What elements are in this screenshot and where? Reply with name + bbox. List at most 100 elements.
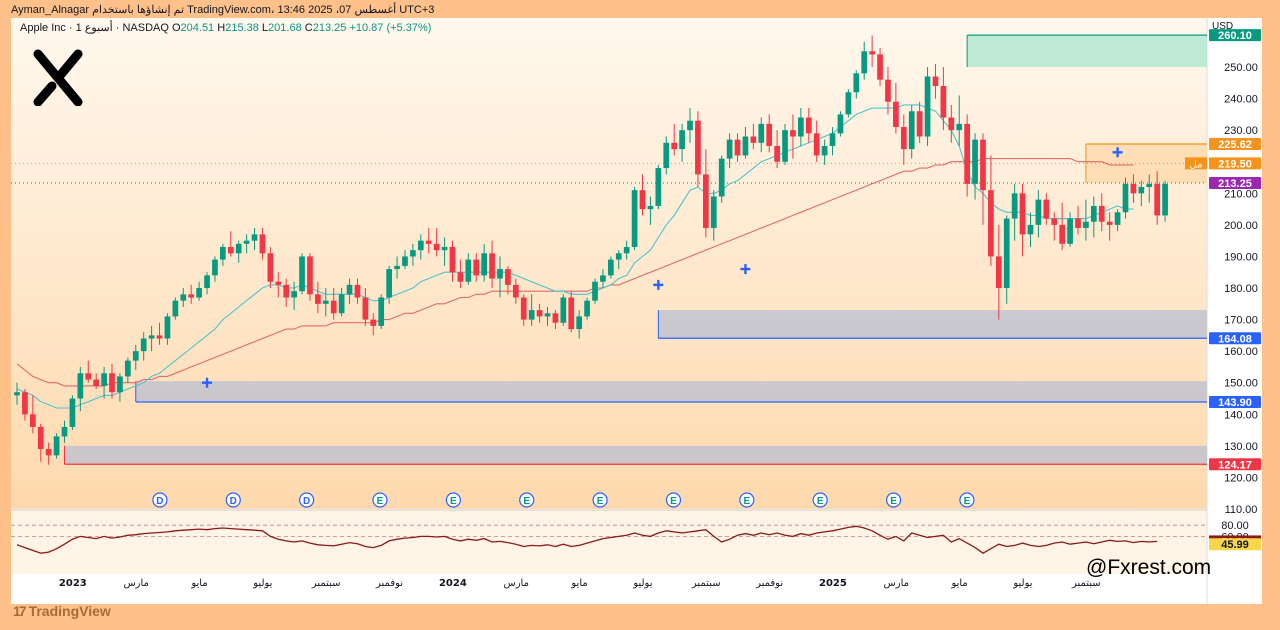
zone-124.17 — [64, 445, 1208, 465]
candle-body — [267, 253, 274, 282]
zone-143.90 — [135, 381, 1208, 402]
candle-body — [1019, 193, 1026, 235]
candle-body — [813, 133, 820, 156]
price-label-bg — [1209, 332, 1261, 345]
rsi-label-80.00: 80.00 — [1221, 520, 1249, 532]
candle-body — [29, 414, 36, 427]
candle-body — [782, 130, 788, 162]
candle-body — [940, 85, 947, 118]
event-circle — [959, 492, 975, 508]
symbol-name[interactable]: Apple Inc · أسبوع 1 · NASDAQ — [20, 22, 169, 34]
candle-body — [512, 284, 519, 298]
candle-body — [924, 76, 931, 137]
candle-body — [584, 300, 590, 317]
ema-fast-line — [16, 104, 1134, 409]
candle-body — [227, 246, 234, 254]
candle-body — [1130, 183, 1137, 194]
x-tick-label: مايو — [950, 578, 967, 589]
y-tick-label: 110.00 — [1225, 504, 1258, 516]
candle-body — [687, 120, 693, 131]
candle-body — [61, 426, 68, 437]
candle-body — [14, 392, 20, 396]
candle-body — [972, 139, 978, 184]
candle-body — [441, 246, 448, 251]
candle-body — [607, 259, 614, 276]
cross-marker — [1112, 147, 1123, 158]
candle-body — [53, 436, 60, 456]
candle-body — [710, 196, 717, 229]
y-tick-label: 200.00 — [1224, 220, 1258, 232]
ohlc-close: 213.25 — [312, 22, 347, 34]
candle-body — [845, 92, 852, 115]
candle-body — [1067, 218, 1073, 244]
candle-body — [37, 426, 44, 450]
x-tick-label: 2024 — [439, 578, 467, 589]
price-label-219.50: 219.50 — [1218, 158, 1252, 170]
candle-body — [140, 338, 147, 352]
candle-body — [212, 259, 218, 276]
candle-body — [489, 253, 495, 279]
candle-body — [1027, 224, 1034, 235]
candle-body — [988, 190, 994, 257]
candle-body — [671, 142, 678, 150]
price-label-124.17: 124.17 — [1218, 459, 1252, 471]
candle-body — [980, 139, 986, 191]
event-letter: E — [743, 496, 750, 507]
y-tick-label: 190.00 — [1224, 251, 1258, 263]
candle-body — [164, 316, 171, 339]
candle-body — [386, 269, 392, 298]
event-marker-e: E — [812, 492, 828, 508]
event-circle — [739, 492, 755, 508]
candle-body — [639, 190, 646, 210]
candle-body — [497, 269, 503, 279]
ohlc-low-label: L — [261, 22, 269, 34]
candle-body — [655, 168, 662, 206]
candle-body — [560, 297, 567, 323]
candle-body — [425, 240, 432, 244]
event-marker-e: E — [885, 492, 902, 508]
candle-body — [1059, 224, 1066, 244]
price-change: +10.87 (+5.37%) — [349, 22, 432, 34]
candle-body — [908, 111, 915, 150]
price-tag-label: مل — [1190, 159, 1203, 170]
price-label-bg — [1209, 138, 1261, 151]
candle-body — [1051, 218, 1058, 225]
ema-slow-line — [16, 158, 1134, 387]
event-circle — [812, 492, 828, 508]
event-marker-e: E — [519, 492, 535, 508]
candle-body — [505, 269, 511, 285]
rsi-line — [16, 525, 1158, 554]
candle-body — [544, 313, 551, 317]
event-circle — [592, 492, 608, 508]
tradingview-logo-icon: 17 — [13, 603, 27, 619]
currency-label[interactable]: USD — [1212, 21, 1234, 32]
event-letter: D — [303, 496, 310, 507]
chart-frame: 110.00 120.00 130.00 140.00 150.00 160.00 170.… — [11, 18, 1262, 604]
event-marker-e: E — [739, 492, 755, 508]
candle-body — [837, 114, 844, 134]
event-circle — [372, 492, 388, 508]
candle-body — [718, 158, 725, 197]
event-letter: E — [817, 496, 824, 507]
candle-body — [481, 253, 488, 276]
candle-body — [101, 373, 107, 386]
ohlc-open-label: O — [171, 22, 181, 34]
ohlc-low: 201.68 — [268, 22, 302, 34]
event-circle — [665, 492, 682, 508]
candle-body — [877, 54, 883, 80]
candle-body — [647, 205, 654, 210]
candle-body — [93, 379, 100, 386]
event-circle — [299, 492, 315, 508]
candle-body — [900, 127, 907, 150]
price-label-bg — [1209, 177, 1261, 190]
candle-body — [148, 335, 155, 339]
x-tick-label: 2025 — [819, 578, 847, 589]
price-label-143.90: 143.90 — [1218, 397, 1252, 409]
event-circle — [152, 492, 168, 508]
candle-body — [330, 300, 337, 314]
candle-body — [156, 335, 163, 339]
candle-body — [315, 294, 321, 304]
candle-body — [307, 256, 313, 295]
price-label-bg — [1209, 458, 1261, 471]
candle-body — [259, 234, 266, 254]
